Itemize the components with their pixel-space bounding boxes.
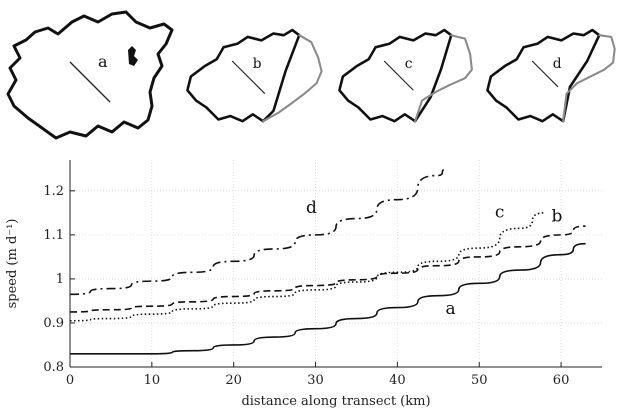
x-tick-label: 30: [307, 373, 324, 388]
map-b-transect: [231, 60, 266, 95]
x-tick-label: 40: [389, 373, 406, 388]
series-c-line: [69, 212, 545, 322]
curve-label-a: a: [446, 299, 456, 319]
y-tick-label: 0.8: [43, 360, 64, 375]
map-b-label: b: [253, 56, 262, 72]
map-a-islands-icon: [128, 46, 138, 66]
map-b-boundary: [262, 34, 323, 123]
map-c-outline: [338, 28, 453, 123]
map-c-boundary: [414, 34, 473, 123]
map-c-transect: [383, 60, 414, 91]
y-axis-label: speed (m d⁻¹): [5, 219, 20, 309]
series-a-line: [70, 242, 586, 355]
x-tick-label: 0: [66, 373, 74, 388]
axes: [69, 160, 602, 368]
map-a-transect: [69, 61, 111, 103]
map-a-outline: [6, 10, 174, 140]
map-b: b: [186, 28, 323, 123]
y-tick-label: 1.1: [43, 228, 64, 243]
curve-label-d: d: [306, 198, 317, 218]
series-b-line: [69, 225, 586, 313]
grid: [69, 160, 602, 368]
x-axis-label: distance along transect (km): [241, 394, 430, 409]
map-b-outline: [186, 28, 301, 123]
map-d-outline: [486, 28, 601, 123]
map-d-boundary: [562, 34, 616, 123]
series-d-line: [69, 168, 447, 296]
x-tick-label: 20: [225, 373, 242, 388]
map-d: d: [486, 28, 616, 123]
x-tick-label: 50: [471, 373, 488, 388]
map-d-transect: [531, 60, 559, 88]
map-c-label: c: [405, 56, 413, 72]
tick-labels: 0 10 20 30 40 50 60 0.8 0.9 1 1.1 1.2: [43, 184, 569, 388]
curve-label-b: b: [552, 207, 563, 227]
series-layer: [69, 168, 586, 355]
map-c: c: [338, 28, 473, 123]
x-tick-label: 60: [553, 373, 570, 388]
x-tick-label: 10: [144, 373, 161, 388]
y-tick-label: 1: [56, 272, 64, 287]
map-d-label: d: [553, 56, 562, 72]
speed-chart: 0 10 20 30 40 50 60 0.8 0.9 1 1.1 1.2 a b c d distance…: [5, 160, 602, 409]
y-tick-label: 0.9: [43, 316, 64, 331]
curve-label-c: c: [495, 202, 505, 222]
map-a: a: [6, 10, 174, 140]
map-a-label: a: [98, 52, 108, 71]
y-tick-label: 1.2: [43, 184, 64, 199]
curve-labels: a b c d: [306, 198, 563, 319]
